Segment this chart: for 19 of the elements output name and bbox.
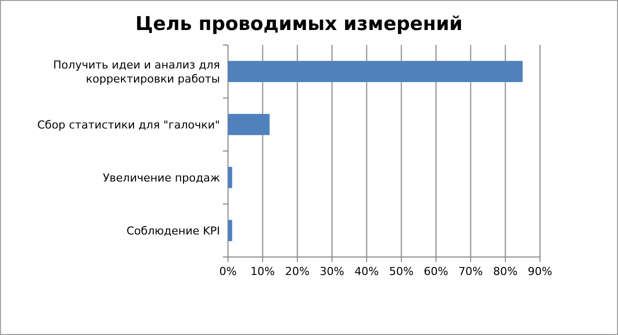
x-tick-label: 80%: [493, 265, 518, 278]
bar: [228, 220, 232, 242]
y-tick-label: Соблюдение KPI: [126, 224, 220, 237]
x-tick-label: 60%: [424, 265, 448, 278]
x-tick-label: 90%: [528, 265, 552, 278]
bar: [228, 166, 232, 188]
x-tick-label: 10%: [250, 265, 275, 278]
x-tick-label: 20%: [285, 265, 310, 278]
x-tick-label: 70%: [458, 265, 483, 278]
bar: [228, 60, 523, 82]
y-tick-label: Увеличение продаж: [102, 171, 220, 184]
x-tick-label: 0%: [219, 265, 237, 278]
y-tick-label: Получить идеи и анализ для корректировки работы: [53, 58, 220, 85]
chart-title: Цель проводимых измерений: [135, 13, 463, 35]
x-tick-label: 30%: [320, 265, 344, 278]
x-tick-label: 40%: [354, 265, 379, 278]
y-tick-label: Сбор статистики для "галочки": [37, 118, 220, 131]
x-tick-label: 50%: [389, 265, 414, 278]
bar: [228, 114, 270, 136]
